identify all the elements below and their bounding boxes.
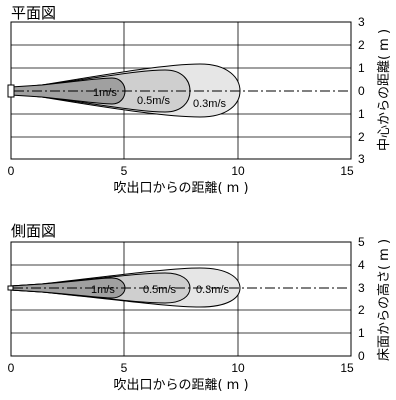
top-xtick-0: 0 (8, 164, 15, 178)
top-xtick-5: 5 (121, 164, 128, 178)
top-label-1: 1m/s (93, 87, 117, 99)
top-label-03: 0.3m/s (193, 98, 227, 110)
top-ytick-3a: 3 (358, 15, 365, 29)
top-xtick-15: 15 (340, 164, 354, 178)
top-ytick-0: 0 (358, 84, 365, 98)
top-ytick-1a: 1 (358, 61, 365, 75)
side-outlet (7, 285, 14, 291)
side-xlabel: 吹出口からの距離( m ) (113, 378, 248, 393)
top-ytick-1b: 1 (358, 107, 365, 121)
top-ytick-2b: 2 (358, 130, 365, 144)
side-ytick-1: 1 (358, 326, 365, 340)
side-xtick-5: 5 (121, 361, 128, 375)
side-xtick-15: 15 (340, 361, 354, 375)
side-ylabel: 床面からの高さ( m ) (376, 239, 392, 361)
side-label-1: 1m/s (91, 284, 115, 296)
top-label-05: 0.5m/s (137, 95, 171, 107)
side-title: 側面図 (11, 222, 56, 240)
top-title: 平面図 (11, 4, 56, 22)
side-ytick-0: 0 (358, 349, 365, 363)
side-ytick-4: 4 (358, 258, 365, 272)
top-xlabel: 吹出口からの距離( m ) (113, 181, 248, 196)
side-xtick-10: 10 (231, 361, 245, 375)
top-outlet (7, 84, 15, 98)
top-ytick-3b: 3 (358, 152, 365, 166)
top-xtick-10: 10 (231, 164, 245, 178)
side-label-05: 0.5m/s (143, 284, 177, 296)
top-ylabel: 中心からの距離( m ) (377, 29, 392, 151)
side-xtick-0: 0 (8, 361, 15, 375)
side-ytick-5: 5 (358, 235, 365, 249)
side-ytick-3: 3 (358, 281, 365, 295)
side-label-03: 0.3m/s (196, 284, 230, 296)
top-ytick-2a: 2 (358, 38, 365, 52)
side-ytick-2: 2 (358, 303, 365, 317)
